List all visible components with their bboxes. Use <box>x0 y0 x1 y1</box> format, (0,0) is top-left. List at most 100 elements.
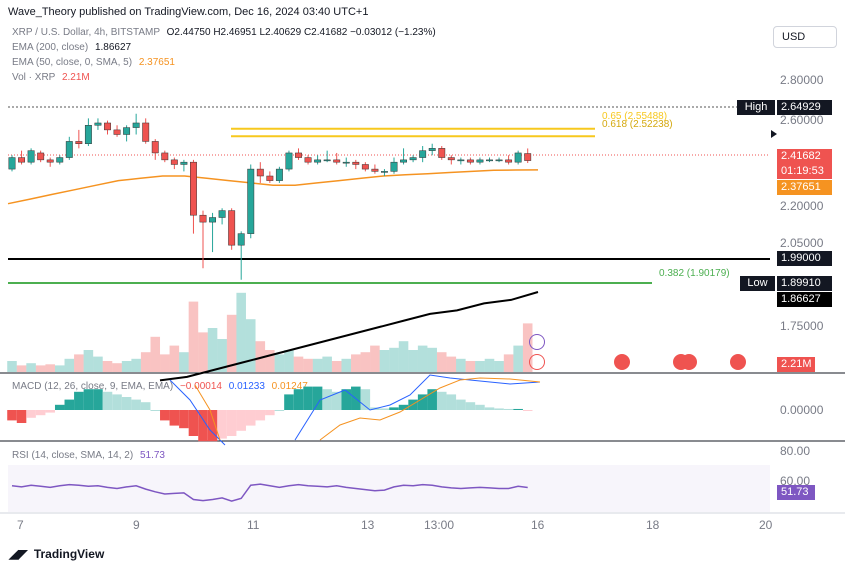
candle-body <box>524 153 532 161</box>
volume-bar <box>465 361 476 372</box>
star-event-icon[interactable] <box>529 334 545 350</box>
fib-0382-label: 0.382 (1.90179) <box>659 268 730 279</box>
volume-bar <box>389 347 399 372</box>
macd-hist-bar <box>322 389 332 410</box>
x-tick-label: 20 <box>759 518 773 532</box>
candle-body <box>123 127 131 135</box>
volume-bar <box>312 358 323 372</box>
candle-body <box>8 157 16 170</box>
volume-bar <box>245 319 256 372</box>
volume-bar <box>427 347 437 372</box>
macd-hist-bar <box>207 410 218 442</box>
tradingview-logo-icon: ◢◤ <box>9 547 28 561</box>
currency-button[interactable]: USD <box>773 26 837 48</box>
candle-body <box>65 141 73 158</box>
ema200-label: EMA (200, close) <box>12 42 89 53</box>
candle-body <box>457 159 465 162</box>
volume-bar <box>83 350 94 372</box>
candle-body <box>409 157 417 161</box>
publisher-header: Wave_Theory published on TradingView.com… <box>8 6 369 18</box>
volume-bar <box>179 352 189 372</box>
macd-hist-bar <box>417 394 428 410</box>
volume-bar <box>503 354 514 372</box>
volume-bar <box>303 358 313 372</box>
volume-bar <box>293 356 304 372</box>
macd-hist-bar <box>513 408 523 410</box>
ema200-price-tag: 1.86627 <box>777 292 832 307</box>
candle-body <box>514 152 522 163</box>
fib-065-label: 0.65 (2.55488) <box>602 111 668 122</box>
volume-label: Vol · XRP <box>12 72 56 83</box>
volume-bar <box>131 358 141 372</box>
candle-body <box>275 168 283 181</box>
volume-bar <box>140 352 151 372</box>
volume-bar <box>188 301 199 372</box>
us-flag-event-icon[interactable] <box>730 354 746 370</box>
volume-bar <box>45 364 55 372</box>
volume-bar <box>370 345 380 372</box>
macd-hist-bar <box>465 402 476 410</box>
volume-bar <box>74 354 84 372</box>
candle-body <box>333 159 341 163</box>
macd-hist-bar <box>236 410 246 431</box>
macd-tick-label: 0.00000 <box>780 403 824 417</box>
volume-bar <box>150 336 161 372</box>
candle-body <box>237 233 245 246</box>
macd-hist-bar <box>331 391 342 410</box>
lightning-event-icon[interactable] <box>529 354 545 370</box>
volume-bar <box>284 350 294 372</box>
candle-body <box>218 210 226 218</box>
macd-hist-bar <box>131 399 141 410</box>
candle-body <box>228 210 236 246</box>
macd-hist-bar <box>140 402 151 410</box>
volume-bar <box>475 361 485 372</box>
volume-bar <box>207 328 218 372</box>
tradingview-brand: ◢◤ TradingView <box>9 547 104 561</box>
volume-bar <box>112 363 122 372</box>
volume-bar <box>331 361 342 372</box>
macd-label: MACD (12, 26, close, 9, EMA, EMA) <box>12 381 174 392</box>
macd-hist-bar <box>198 410 208 442</box>
us-flag-event-icon[interactable] <box>681 354 697 370</box>
macd-value-2: 0.01233 <box>228 381 265 392</box>
last-price-tag: 2.41682 <box>777 149 832 164</box>
volume-bar <box>322 356 332 372</box>
y-tick-label: 2.20000 <box>780 199 824 213</box>
y-tick-label: 2.05000 <box>780 236 824 250</box>
rsi-label: RSI (14, close, SMA, 14, 2) <box>12 450 134 461</box>
candle-body <box>285 152 293 170</box>
volume-value: 2.21M <box>61 72 90 83</box>
y-tick-label: 1.75000 <box>780 319 824 333</box>
x-tick-label: 9 <box>133 518 140 532</box>
macd-hist-bar <box>64 399 75 410</box>
macd-hist-bar <box>188 410 199 436</box>
volume-bar <box>360 352 371 372</box>
candle-body <box>256 168 264 177</box>
y-tick-label: 2.80000 <box>780 73 824 87</box>
volume-bar <box>160 354 170 372</box>
volume-bar <box>255 341 266 372</box>
macd-hist-bar <box>379 408 390 410</box>
legend-volume: Vol · XRP 2.21M <box>12 72 90 83</box>
low-value-tag: 1.89910 <box>777 276 832 291</box>
ema50-line <box>7 169 539 205</box>
rsi-tick-label: 80.00 <box>780 444 811 458</box>
volume-bar <box>436 352 447 372</box>
ema50-value: 2.37651 <box>138 57 175 68</box>
macd-hist-bar <box>102 391 113 410</box>
macd-hist-bar <box>93 389 103 410</box>
macd-line <box>169 379 226 446</box>
candle-body <box>132 122 140 128</box>
macd-hist-bar <box>226 410 237 436</box>
us-flag-event-icon[interactable] <box>614 354 630 370</box>
candle-body <box>323 159 331 162</box>
macd-hist-bar <box>427 389 437 410</box>
candle-body <box>495 159 503 162</box>
candle-body <box>190 161 197 216</box>
macd-hist-bar <box>16 410 27 423</box>
fib-0618-label: 0.618 (2.52238) <box>602 119 673 130</box>
macd-hist-bar <box>494 408 504 410</box>
ohlc-values: O2.44750 H2.46951 L2.40629 C2.41682 −0.0… <box>166 27 436 38</box>
macd-hist-bar <box>475 404 485 410</box>
